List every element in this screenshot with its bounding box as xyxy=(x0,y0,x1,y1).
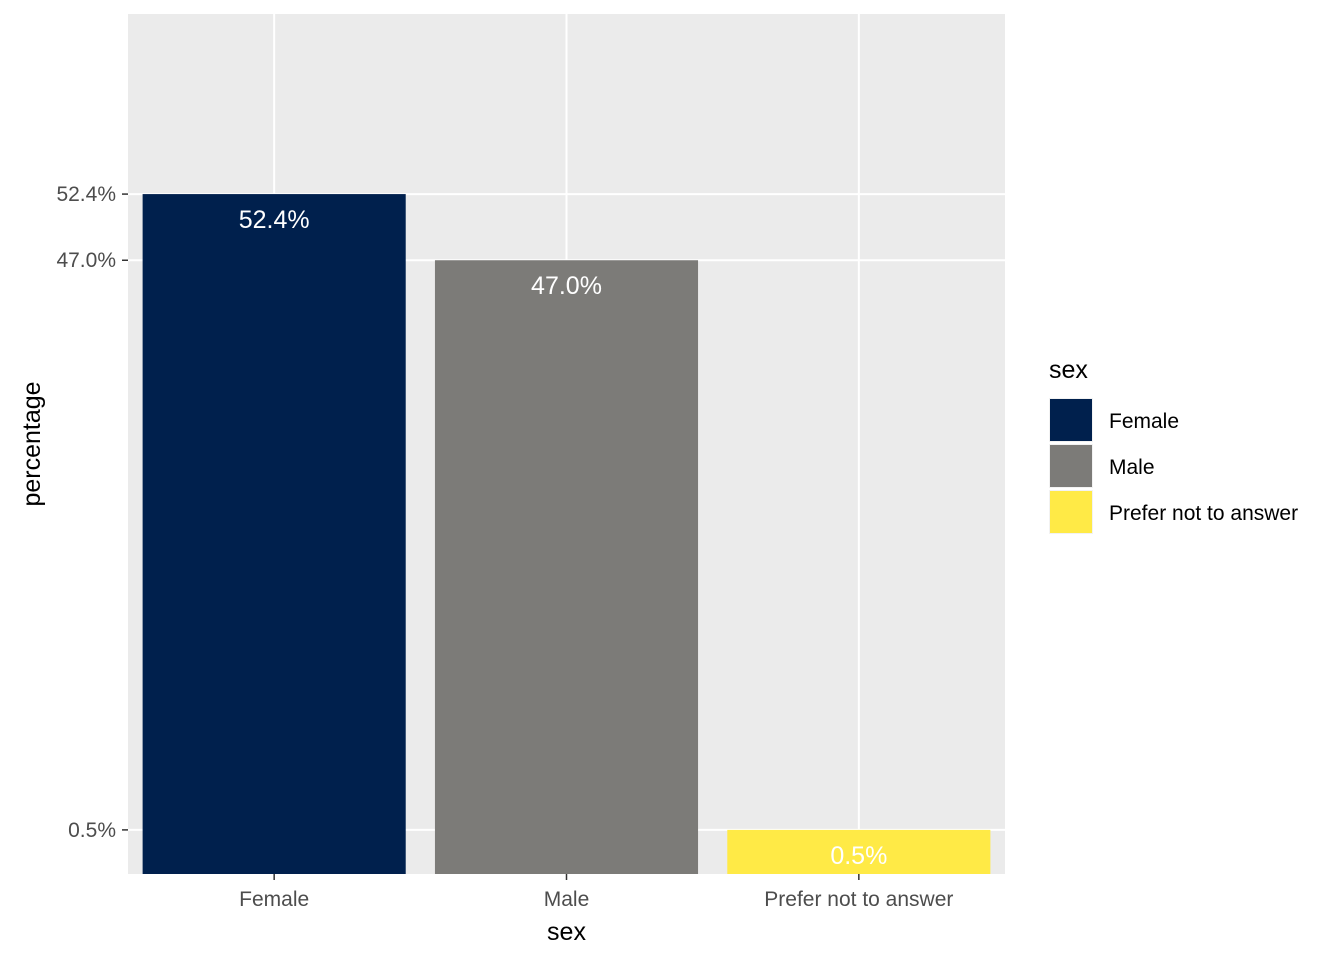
x-axis-title: sex xyxy=(547,918,586,946)
legend-entry-label: Female xyxy=(1109,410,1179,433)
x-tick-label: Male xyxy=(544,888,590,911)
y-axis: 0.5% 47.0% 52.4% xyxy=(56,183,128,842)
y-tick-label: 52.4% xyxy=(56,183,116,206)
x-tick-label: Prefer not to answer xyxy=(764,888,953,911)
bar-labels: 52.4% 47.0% 0.5% xyxy=(239,206,888,870)
legend-title: sex xyxy=(1049,356,1088,384)
legend-entry-label: Prefer not to answer xyxy=(1109,502,1298,525)
legend-swatch xyxy=(1050,399,1092,441)
legend-swatch xyxy=(1050,491,1092,533)
bar-data-label: 47.0% xyxy=(531,272,602,300)
legend: sex Female Male Prefer not to answer xyxy=(1049,356,1298,534)
x-axis: Female Male Prefer not to answer xyxy=(239,874,953,911)
bar-data-label: 0.5% xyxy=(830,842,887,870)
bars xyxy=(142,194,991,875)
y-tick-label: 47.0% xyxy=(56,249,116,272)
bar xyxy=(434,260,699,874)
bar-data-label: 52.4% xyxy=(239,206,310,234)
y-tick-label: 0.5% xyxy=(68,819,116,842)
legend-entry-label: Male xyxy=(1109,456,1155,479)
bar xyxy=(727,829,991,874)
bar xyxy=(142,194,406,875)
y-axis-title: percentage xyxy=(18,381,46,506)
legend-swatch xyxy=(1050,445,1092,487)
x-tick-label: Female xyxy=(239,888,309,911)
